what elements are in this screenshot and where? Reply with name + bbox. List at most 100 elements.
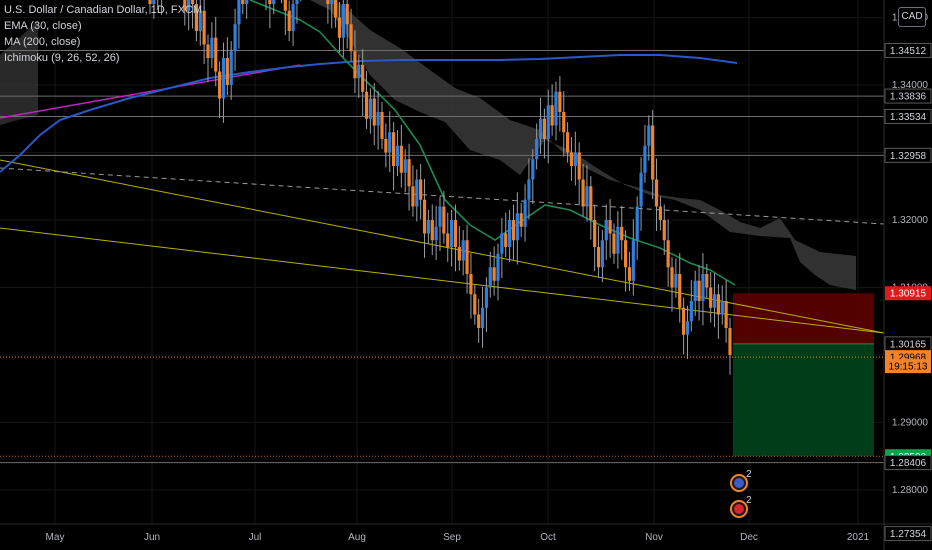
- candle: [245, 0, 249, 4]
- candle: [705, 274, 709, 288]
- flag-fill: [734, 504, 744, 514]
- candle: [214, 37, 218, 72]
- event-count: 2: [746, 469, 752, 480]
- x-tick-label: Oct: [540, 532, 556, 543]
- candle: [411, 186, 415, 207]
- price-tag[interactable]: 1.33534: [884, 108, 932, 124]
- candle: [198, 10, 202, 31]
- price-tag[interactable]: 19:15:13: [885, 359, 931, 374]
- candle: [492, 267, 496, 281]
- candle: [453, 220, 458, 247]
- candle: [190, 0, 195, 4]
- cloud-area: [310, 0, 856, 290]
- x-tick-label: Sep: [443, 532, 461, 543]
- position-zones: [733, 293, 874, 457]
- moving-averages: [0, 0, 738, 286]
- x-tick-label: 2021: [847, 532, 870, 543]
- candle: [349, 24, 353, 52]
- candle: [685, 321, 690, 335]
- event-marker-ca[interactable]: 2: [730, 495, 752, 518]
- candles: [148, 0, 732, 375]
- candle: [415, 179, 419, 207]
- candle: [604, 220, 608, 241]
- candle: [407, 159, 411, 187]
- candle: [210, 37, 214, 58]
- price-tag[interactable]: 1.30165: [884, 336, 932, 352]
- candle: [473, 294, 477, 315]
- candle: [480, 307, 485, 328]
- candle: [620, 226, 624, 241]
- price-tag[interactable]: 1.34512: [884, 42, 932, 58]
- candle: [422, 199, 427, 234]
- price-tag-label: 1.27354: [890, 529, 927, 540]
- price-tag-bg: [884, 455, 932, 471]
- candle: [430, 220, 434, 241]
- y-tick-label: 1.29000: [892, 418, 929, 429]
- legend-ema[interactable]: EMA (30, close): [4, 20, 82, 32]
- price-tags: 1.309151.301651.2996819:15:131.285001.28…: [884, 42, 932, 542]
- event-marker-us[interactable]: 2: [730, 469, 752, 492]
- price-tag-label: 1.34512: [890, 46, 927, 57]
- x-tick-label: Jun: [144, 532, 160, 543]
- candle: [596, 247, 601, 268]
- candle: [345, 4, 349, 25]
- trend-line-lower: [0, 227, 885, 334]
- price-tag-label: 1.32958: [890, 151, 927, 162]
- price-tag[interactable]: 1.28406: [884, 455, 932, 471]
- price-tag-label: 1.33534: [890, 112, 927, 123]
- candle: [682, 307, 686, 335]
- candle: [341, 4, 345, 38]
- candle: [577, 152, 581, 180]
- y-tick-label: 1.34000: [892, 80, 929, 91]
- candle: [566, 132, 570, 153]
- dashed-line: [0, 167, 885, 225]
- trend-line-upper: [0, 159, 885, 334]
- candle: [666, 240, 670, 268]
- target-zone: [733, 343, 874, 457]
- horizontal-levels: [0, 49, 884, 535]
- candle: [353, 51, 357, 79]
- price-tag[interactable]: 1.32958: [884, 147, 932, 163]
- candle: [624, 240, 628, 268]
- event-count: 2: [746, 495, 752, 506]
- candle: [643, 145, 647, 173]
- currency-button[interactable]: CAD: [898, 7, 926, 27]
- price-tag-bg: [884, 88, 932, 104]
- candle: [678, 274, 682, 308]
- candle: [701, 274, 705, 301]
- candle: [647, 125, 651, 146]
- candle: [581, 179, 585, 207]
- price-tag-label: 1.29968: [890, 353, 927, 364]
- event-markers: 22: [730, 469, 752, 518]
- candle: [148, 0, 152, 4]
- candle: [573, 152, 577, 166]
- candle: [392, 132, 396, 166]
- candle: [388, 132, 392, 153]
- candle: [515, 213, 519, 241]
- candle: [689, 301, 693, 322]
- candle: [500, 233, 504, 254]
- candle: [233, 24, 237, 52]
- flag-fill: [734, 478, 744, 488]
- candle: [442, 206, 446, 234]
- legend-ichimoku[interactable]: Ichimoku (9, 26, 52, 26): [4, 52, 120, 64]
- legend-symbol[interactable]: U.S. Dollar / Canadian Dollar, 1D, FXCM: [4, 4, 203, 16]
- candle: [658, 206, 662, 220]
- price-tag[interactable]: 1.30915: [885, 286, 931, 301]
- candle: [326, 0, 330, 4]
- legend-ma[interactable]: MA (200, close): [4, 36, 81, 48]
- candle: [558, 91, 562, 112]
- candle: [399, 145, 403, 173]
- price-tag[interactable]: 1.27354: [884, 526, 932, 542]
- price-tag[interactable]: 1.33836: [884, 88, 932, 104]
- candle: [364, 91, 369, 119]
- candle: [461, 240, 465, 261]
- candle: [376, 112, 380, 126]
- candle: [202, 10, 206, 45]
- candle: [589, 186, 593, 220]
- candle: [395, 145, 400, 166]
- candle: [600, 240, 604, 268]
- ichimoku-cloud: [0, 0, 856, 290]
